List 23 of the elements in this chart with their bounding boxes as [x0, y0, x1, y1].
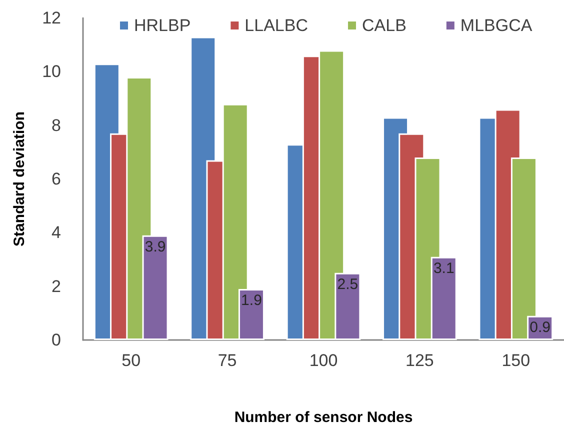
legend-label: CALB — [362, 16, 406, 35]
y-tick-label: 10 — [42, 62, 61, 82]
y-tick-label: 0 — [52, 330, 61, 350]
x-tick-label: 100 — [309, 351, 338, 370]
legend-label: LLALBC — [244, 16, 308, 35]
legend-label: HRLBP — [134, 16, 191, 35]
legend-label: MLBGCA — [460, 16, 533, 35]
data-label: 3.1 — [433, 260, 454, 277]
y-tick-label: 8 — [52, 116, 61, 135]
data-label: 2.5 — [337, 276, 358, 293]
y-axis-title: Standard deviation — [11, 111, 28, 247]
y-tick-label: 4 — [52, 223, 61, 242]
x-tick-label: 75 — [218, 351, 237, 370]
data-label: 1.9 — [241, 292, 262, 310]
x-tick-label: 125 — [406, 351, 434, 370]
y-tick-label: 2 — [52, 276, 61, 296]
x-tick-label: 150 — [502, 351, 530, 370]
x-axis-title: Number of sensor Nodes — [234, 409, 413, 426]
x-tick-label: 50 — [122, 351, 141, 370]
y-tick-label: 6 — [52, 170, 61, 188]
data-label: 0.9 — [530, 318, 551, 336]
data-label: 3.9 — [144, 238, 166, 256]
y-tick-label: 12 — [42, 8, 61, 28]
